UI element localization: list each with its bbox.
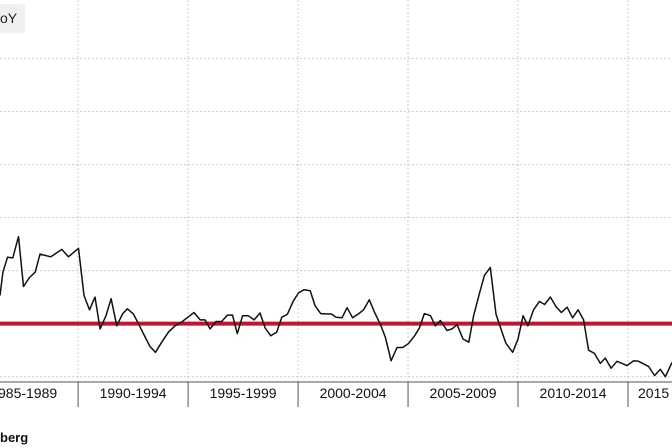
x-axis: 985-1989 1990-1994 1995-1999 2000-2004 2005-… [0, 381, 672, 407]
gridlines [0, 0, 672, 382]
series-line [0, 235, 672, 378]
x-tick-label: 2015 [638, 385, 669, 401]
source-label: berg [0, 430, 29, 445]
x-tick-label: 1995-1999 [210, 385, 277, 401]
x-tick-label: 1990-1994 [100, 385, 167, 401]
legend-item: oY [0, 4, 26, 33]
x-tick-label: 2005-2009 [430, 385, 497, 401]
x-tick-label: 2000-2004 [320, 385, 387, 401]
legend-label: oY [0, 10, 18, 26]
series-group [0, 235, 672, 378]
x-tick-label: 985-1989 [0, 385, 57, 401]
x-tick-label: 2010-2014 [540, 385, 607, 401]
